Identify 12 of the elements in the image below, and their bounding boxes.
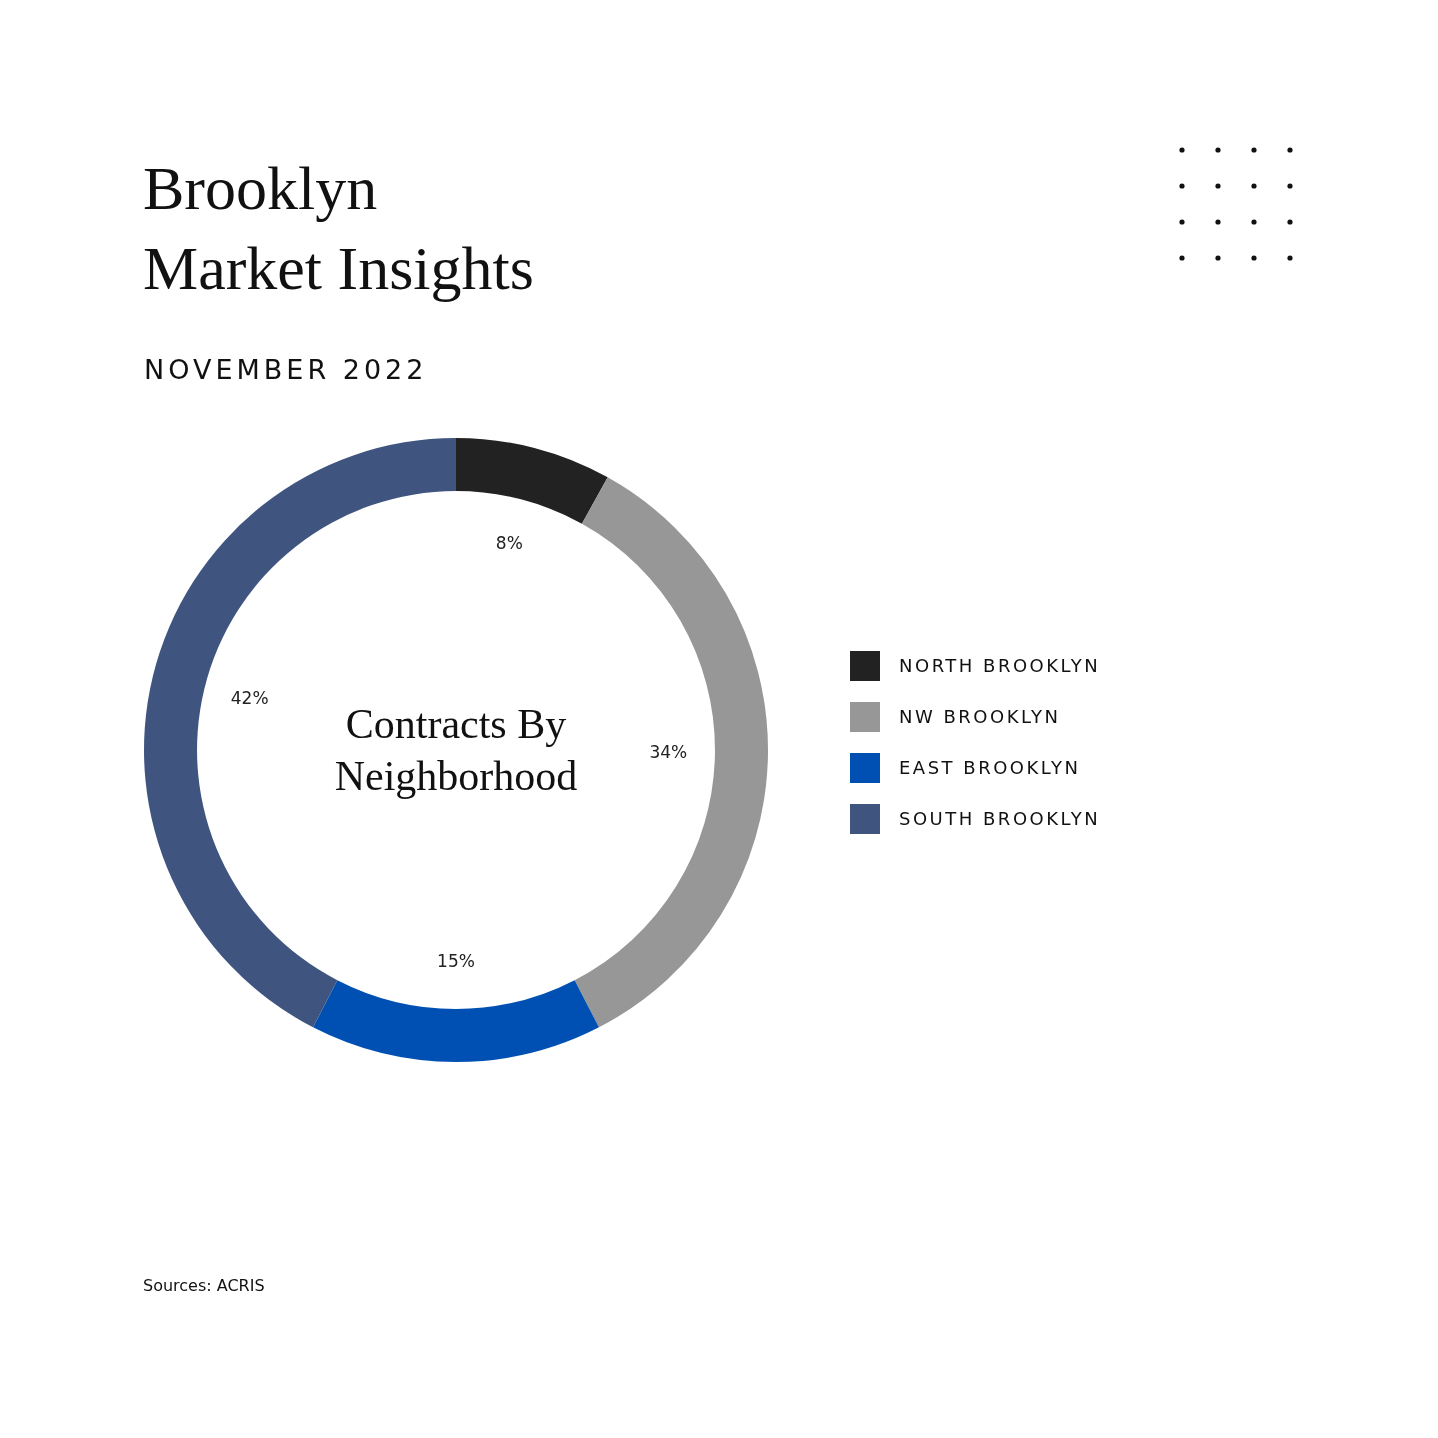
source-note: Sources: ACRIS — [143, 1276, 265, 1295]
data-label: 15% — [437, 950, 475, 971]
chart-subtitle: NOVEMBER 2022 — [144, 354, 428, 385]
chart-title: Brooklyn Market Insights — [143, 153, 534, 304]
data-label: 34% — [649, 741, 688, 762]
legend-label: NORTH BROOKLYN — [899, 655, 1101, 676]
data-label: 42% — [230, 688, 269, 709]
legend-label: SOUTH BROOKLYN — [899, 808, 1101, 829]
legend-label: EAST BROOKLYN — [899, 757, 1081, 778]
text: Contracts By Neighborhood — [334, 701, 578, 799]
legend-label: NW BROOKLYN — [899, 706, 1061, 727]
data-label: 8% — [495, 532, 523, 553]
